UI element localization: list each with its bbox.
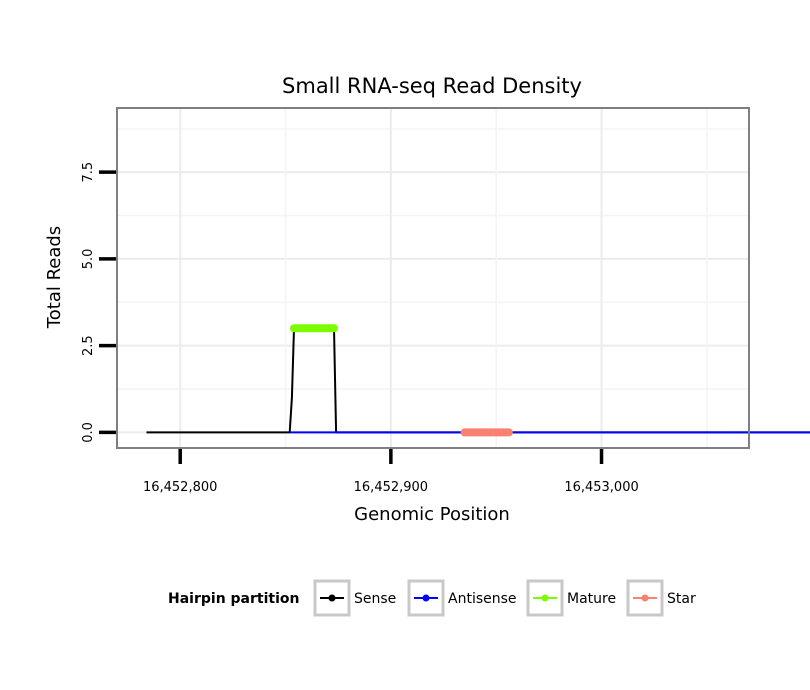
legend-items: Sense Antisense Mature Star [313, 579, 696, 617]
legend-label-mature: Mature [567, 591, 616, 607]
panel-background [117, 108, 749, 448]
plot-panel [116, 107, 810, 449]
x-axis: 16,452,800 16,452,900 16,453,000 [143, 449, 639, 495]
legend-label-antisense: Antisense [448, 591, 517, 607]
y-tick-label: 2.5 [81, 335, 96, 356]
y-tick-label: 7.5 [81, 162, 96, 183]
x-tick-label: 16,453,000 [564, 480, 638, 495]
x-tick-label: 16,452,800 [143, 480, 217, 495]
legend-title: Hairpin partition [168, 591, 299, 607]
legend-point-mature [541, 594, 549, 602]
legend-point-antisense [422, 594, 430, 602]
y-axis-title: Total Reads [44, 226, 65, 329]
legend-label-sense: Sense [354, 591, 396, 607]
y-tick-label: 0.0 [81, 422, 96, 443]
series-layer [146, 324, 810, 437]
y-axis: 0.0 2.5 5.0 7.5 [81, 162, 116, 443]
legend-label-star: Star [667, 591, 696, 607]
x-axis-title: Genomic Position [354, 504, 510, 525]
panel-border [116, 107, 750, 449]
grid-lines [117, 108, 749, 448]
legend-point-star [641, 594, 649, 602]
y-tick-label: 5.0 [81, 249, 96, 270]
legend-point-sense [328, 594, 336, 602]
legend: Hairpin partition Sense Antisense Mature St… [168, 579, 696, 617]
x-tick-label: 16,452,900 [354, 480, 428, 495]
chart-title: Small RNA-seq Read Density [282, 74, 582, 98]
